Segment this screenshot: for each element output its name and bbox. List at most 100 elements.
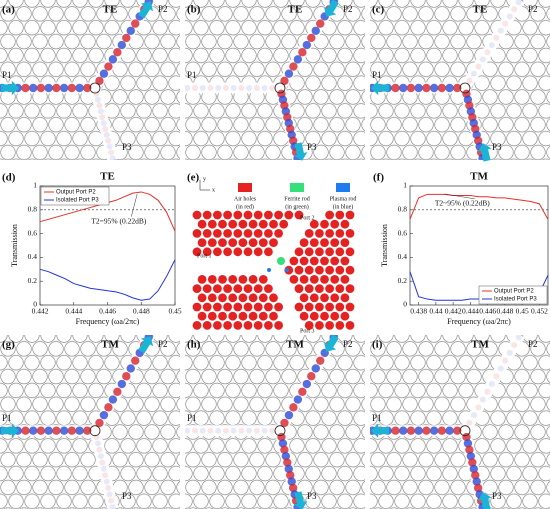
air-hole	[274, 321, 283, 330]
air-hole	[325, 265, 334, 275]
air-hole	[274, 229, 283, 238]
field-blob	[21, 83, 30, 93]
field-blob	[94, 96, 101, 103]
field-blob	[470, 70, 477, 77]
y-tick-label: 0.4	[398, 252, 408, 261]
series-line	[39, 259, 176, 301]
field-blob	[497, 365, 504, 372]
field-blob	[493, 34, 500, 41]
air-hole	[340, 238, 350, 248]
ferrite-rod	[274, 425, 286, 437]
air-hole	[258, 293, 268, 303]
field-blob	[215, 85, 222, 91]
field-blob	[293, 395, 303, 404]
air-hole	[294, 210, 304, 220]
field-blob	[399, 426, 408, 435]
port-label: Port 1	[197, 253, 212, 259]
field-blob	[284, 69, 294, 78]
y-tick-label: 0.8	[398, 205, 408, 214]
field-blob	[59, 83, 69, 93]
x-tick-label: 0.444	[462, 307, 479, 316]
panel-label: (i)	[372, 339, 383, 351]
air-hole	[325, 210, 334, 220]
field-blob	[414, 426, 423, 435]
air-hole	[248, 311, 258, 321]
air-hole	[202, 229, 212, 238]
field-blob	[113, 48, 122, 57]
port-label: P1	[2, 70, 12, 80]
air-hole	[192, 247, 202, 257]
y-tick-label: 0.6	[28, 228, 38, 237]
chart-title: TM	[470, 171, 488, 183]
annotation: T2~95% (0.22dB)	[435, 199, 490, 208]
air-hole	[309, 219, 319, 229]
field-blob	[246, 85, 253, 91]
port-label: P1	[372, 70, 382, 80]
air-hole	[269, 311, 278, 321]
air-hole	[258, 238, 268, 248]
field-blob	[466, 77, 473, 84]
air-hole	[238, 219, 248, 229]
air-hole	[304, 302, 314, 312]
field-blob	[36, 426, 46, 435]
air-hole	[325, 321, 334, 330]
field-blob	[97, 453, 104, 460]
field-blob	[117, 379, 127, 389]
field-blob	[59, 426, 69, 435]
panel-label: (f)	[373, 172, 384, 184]
air-hole	[320, 311, 329, 321]
field-blob	[109, 155, 116, 160]
air-hole	[315, 229, 324, 238]
air-hole	[340, 256, 350, 266]
field-blob	[99, 410, 109, 420]
air-hole	[335, 302, 345, 312]
field-blob	[302, 379, 312, 389]
port-arrow	[371, 423, 389, 438]
air-hole	[294, 247, 304, 257]
field-blob	[104, 403, 113, 412]
field-blob	[453, 83, 462, 93]
air-hole	[330, 238, 340, 248]
field-blob	[261, 85, 268, 91]
field-blob	[502, 20, 509, 27]
field-blob	[414, 83, 423, 93]
port-arrow	[323, 0, 339, 17]
port-label: P2	[528, 339, 538, 349]
air-hole	[325, 247, 334, 257]
air-hole	[315, 265, 324, 275]
field-blob	[104, 62, 113, 71]
air-hole	[335, 265, 345, 275]
field-blob	[230, 85, 237, 91]
legend-swatch	[238, 183, 252, 192]
air-hole	[197, 275, 207, 284]
field-blob	[472, 477, 481, 486]
field-blob	[230, 427, 237, 434]
field-blob	[475, 63, 482, 70]
port-label: P3	[492, 142, 502, 152]
field-blob	[199, 85, 206, 91]
x-tick-label: 0.448	[496, 307, 513, 316]
field-blob	[316, 356, 325, 365]
field-blob	[471, 471, 480, 480]
field-blob	[238, 427, 245, 434]
y-tick-label: 0.8	[28, 205, 38, 214]
air-hole	[228, 275, 238, 284]
port-label: P3	[307, 491, 317, 501]
field-blob	[185, 85, 191, 91]
field-blob	[484, 49, 491, 56]
x-tick-label: 0.442	[32, 307, 49, 316]
port-arrow	[0, 80, 19, 96]
air-hole	[238, 275, 248, 284]
field-blob	[277, 432, 286, 442]
field-blob	[122, 33, 131, 43]
port-arrow	[293, 142, 308, 161]
air-hole	[258, 219, 268, 229]
field-blob	[113, 387, 122, 396]
air-hole	[345, 265, 355, 275]
field-blob	[280, 76, 289, 86]
field-blob	[126, 364, 135, 373]
panel-label: (d)	[2, 172, 16, 184]
field-blob	[215, 427, 222, 434]
air-hole	[228, 311, 238, 321]
panel-label: (b)	[187, 4, 201, 16]
